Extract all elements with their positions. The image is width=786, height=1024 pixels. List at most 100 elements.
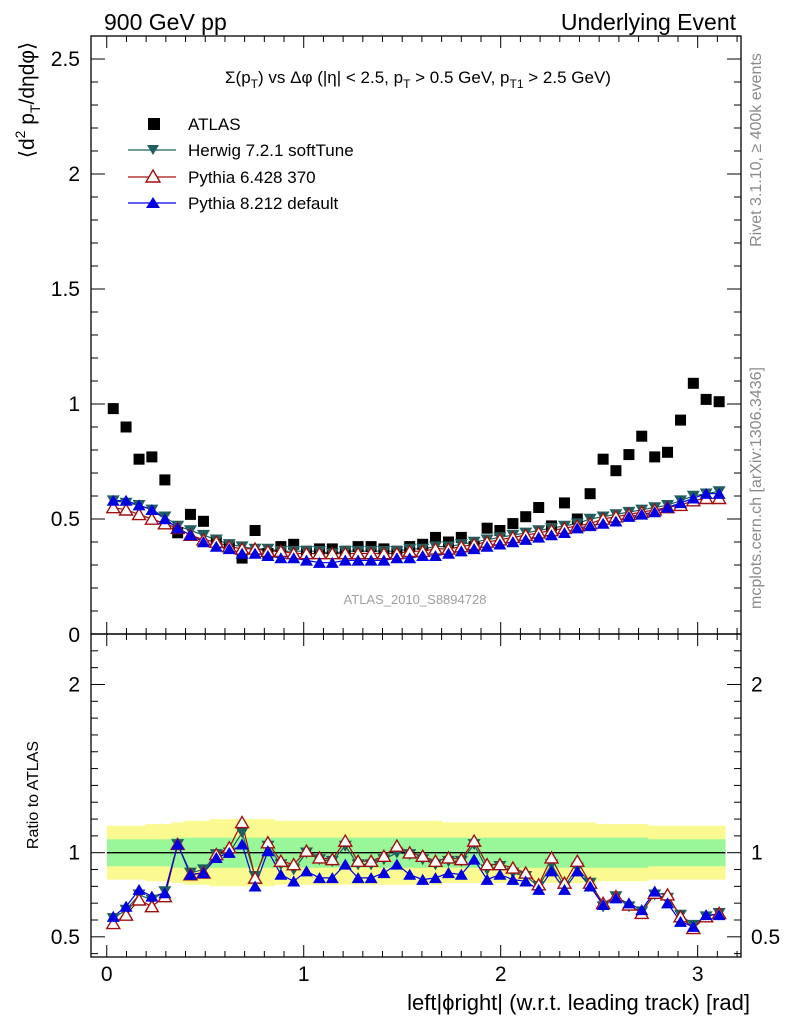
- main-atlas-point: [687, 377, 699, 389]
- legend-atlas-marker: [148, 118, 160, 130]
- ratio-pythia-8-212-default-point: [248, 880, 262, 892]
- y-tick-label-main: 1.5: [51, 278, 80, 301]
- legend: ATLAS Herwig 7.2.1 softTune Pythia 6.428…: [128, 115, 354, 213]
- main-pythia-8-212-default-point: [171, 522, 185, 534]
- ratio-pythia-8-212-default-point: [661, 897, 675, 909]
- main-pythia-8-212-default-point: [119, 494, 133, 506]
- y-tick-label-ratio: 2: [68, 673, 80, 696]
- ratio-pythia-6-428-370-point: [311, 850, 328, 864]
- main-atlas-point: [559, 497, 571, 509]
- main-atlas-point: [107, 403, 119, 415]
- header-left: 900 GeV pp: [104, 9, 227, 35]
- main-pythia-8-212-default-point: [222, 543, 236, 555]
- main-atlas-point: [649, 451, 661, 463]
- ratio-pythia-8-212-default-point: [648, 885, 662, 897]
- main-pythia-8-212-default-point: [132, 499, 146, 511]
- ratio-pythia-8-212-default-point: [493, 868, 507, 880]
- y-tick-label-main: 2.5: [51, 48, 80, 71]
- ratio-pythia-8-212-default-point: [429, 872, 442, 884]
- main-pythia-8-212-default-point: [106, 494, 120, 506]
- main-atlas-point: [713, 396, 725, 408]
- analysis-watermark: ATLAS_2010_S8894728: [344, 592, 487, 607]
- x-tick-label: 2: [495, 963, 507, 986]
- ratio-pythia-8-212-default-point: [351, 872, 365, 884]
- ratio-pythia-8-212-default-point: [171, 838, 185, 850]
- main-atlas-point: [507, 518, 519, 530]
- ratio-pythia-6-428-370-point: [234, 815, 250, 829]
- main-pythia-8-212-default-point: [506, 536, 520, 548]
- ratio-pythia-6-428-370-point: [337, 833, 354, 847]
- ratio-pythia-8-212-default-point: [442, 867, 455, 879]
- main-pythia-8-212-default-point: [209, 540, 223, 552]
- main-pythia-8-212-default-point: [403, 552, 417, 564]
- main-pythia-8-212-default-point: [519, 533, 533, 545]
- main-atlas-point: [700, 393, 712, 405]
- y-tick-label-ratio-right: 2: [751, 673, 763, 696]
- ratio-pythia-6-428-370-point: [376, 848, 392, 862]
- ratio-pythia-8-212-default-point: [596, 898, 610, 911]
- main-atlas-point: [636, 430, 648, 442]
- main-pythia-8-212-default-point: [390, 552, 404, 564]
- ratio-pythia-6-428-370-point: [298, 843, 315, 857]
- main-pythia-8-212-default-point: [158, 513, 172, 525]
- main-atlas-point: [584, 488, 596, 500]
- main-atlas-point: [662, 446, 674, 458]
- ratio-plot-series: [105, 815, 727, 935]
- main-atlas-point: [288, 538, 300, 550]
- ratio-pythia-8-212-default-point: [519, 875, 533, 887]
- ratio-pythia-6-428-370-point: [440, 850, 457, 864]
- main-atlas-point: [520, 511, 532, 523]
- ratio-pythia-8-212-default-point: [325, 872, 339, 884]
- ratio-pythia-6-428-370-point: [389, 838, 405, 852]
- ratio-pythia-8-212-default-point: [609, 892, 623, 904]
- ratio-pythia-8-212-default-point: [274, 868, 288, 880]
- ratio-pythia-8-212-default-point: [119, 900, 133, 912]
- main-pythia-8-212-default-point: [480, 540, 494, 552]
- ratio-pythia-6-428-370-point: [427, 853, 444, 868]
- ratio-pythia-6-428-370-point: [414, 848, 431, 862]
- ratio-pythia-8-212-default-point: [145, 890, 159, 902]
- main-atlas-point: [184, 508, 196, 520]
- ratio-plot-frame: [90, 633, 742, 958]
- ratio-pythia-8-212-default-point: [674, 915, 688, 927]
- main-pythia-8-212-default-point: [442, 547, 455, 559]
- mcplots-reference-label: mcplots.cern.ch [arXiv:1306.3436]: [748, 367, 765, 609]
- main-pythia-8-212-default-point: [145, 503, 159, 515]
- ratio-pythia-6-428-370-point: [350, 853, 366, 868]
- main-atlas-point: [249, 525, 261, 536]
- main-pythia-8-212-default-point: [312, 556, 326, 568]
- rivet-version-label: Rivet 3.1.10, ≥ 400k events: [748, 53, 765, 247]
- main-atlas-point: [159, 474, 171, 486]
- legend-pythia8-marker: [146, 197, 160, 208]
- main-atlas-point: [623, 449, 635, 461]
- ratio-pythia-8-212-default-point: [532, 883, 546, 895]
- ratio-pythia-6-428-370-point: [401, 845, 418, 859]
- main-pythia-8-212-default-point: [235, 547, 249, 559]
- ratio-pythia-6-428-370-point: [273, 853, 289, 868]
- x-axis-label: left|ϕright| (w.r.t. leading track) [rad…: [407, 990, 750, 1015]
- main-pythia-6-428-370-point: [118, 502, 134, 516]
- ratio-pythia-8-212-default-point: [196, 867, 210, 879]
- main-atlas-point: [133, 453, 145, 465]
- y-tick-label-ratio: 0.5: [51, 926, 80, 949]
- main-pythia-8-212-default-point: [196, 536, 210, 548]
- ratio-pythia-8-212-default-point: [132, 883, 146, 895]
- main-pythia-8-212-default-point: [248, 547, 262, 559]
- ratio-pythia-6-428-370-point: [479, 857, 495, 871]
- x-tick-label: 0: [101, 963, 113, 986]
- main-atlas-point: [675, 414, 687, 426]
- legend-herwig-label: Herwig 7.2.1 softTune: [188, 141, 354, 160]
- main-pythia-8-212-default-point: [183, 529, 197, 541]
- ratio-pythia-6-428-370-point: [466, 833, 482, 847]
- ratio-pythia-8-212-default-point: [338, 858, 352, 870]
- ratio-pythia-8-212-default-point: [364, 872, 378, 884]
- main-pythia-6-428-370-point: [144, 511, 160, 525]
- main-pythia-8-212-default-point: [622, 510, 636, 522]
- ratio-pythia-8-212-default-point: [635, 904, 649, 916]
- ratio-pythia-6-428-370-point: [543, 850, 560, 864]
- ratio-pythia-8-212-default-point: [287, 875, 301, 887]
- ratio-pythia-8-212-default-point: [235, 838, 249, 850]
- main-atlas-point: [430, 531, 441, 543]
- main-atlas-point: [610, 465, 622, 477]
